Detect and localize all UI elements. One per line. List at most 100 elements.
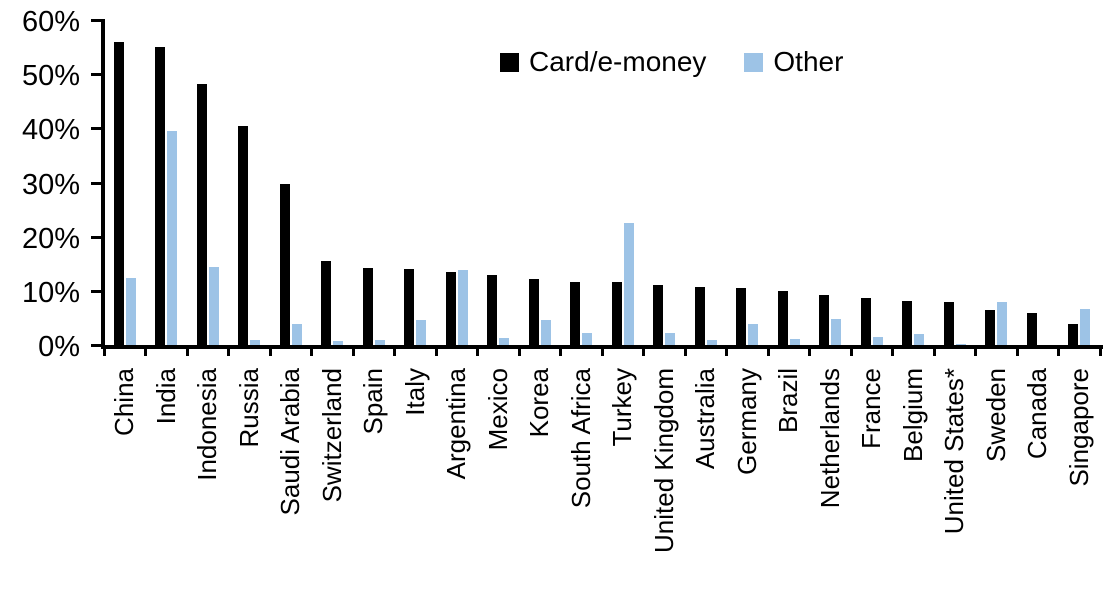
x-axis-label-cell: France	[851, 360, 893, 594]
x-axis-label: South Africa	[565, 368, 596, 509]
x-axis-label: United Kingdom	[648, 368, 679, 553]
plot-area	[104, 20, 1100, 345]
y-axis-label: 0%	[38, 331, 80, 363]
category-column	[934, 20, 976, 345]
category-column	[146, 20, 188, 345]
x-axis-label-cell: China	[104, 360, 146, 594]
bar-other	[955, 343, 966, 345]
x-axis-labels: China India Indonesia Russia Saudi Arabia Swi…	[104, 360, 1100, 594]
category-column	[561, 20, 603, 345]
bar-card-e-money	[321, 260, 332, 345]
x-axis-label-cell: India	[146, 360, 188, 594]
x-axis-tick	[476, 349, 479, 356]
bar-card-e-money	[777, 290, 788, 345]
x-axis-label: Singapore	[1063, 368, 1094, 487]
category-column	[1017, 20, 1059, 345]
y-axis-tick	[91, 235, 101, 239]
x-axis-label-cell: Spain	[353, 360, 395, 594]
bar-other	[457, 270, 468, 345]
x-axis-label: Netherlands	[814, 368, 845, 509]
x-axis-label-cell: South Africa	[561, 360, 603, 594]
x-axis-tick	[766, 349, 770, 356]
x-axis-tick	[310, 349, 313, 356]
legend-label-other: Other	[773, 46, 844, 77]
category-column	[519, 20, 561, 345]
x-axis-label: United States*	[939, 368, 970, 535]
category-column	[395, 20, 437, 345]
bar-card-e-money	[653, 284, 664, 345]
y-axis-tick	[91, 181, 101, 185]
x-axis-tick	[1015, 349, 1019, 356]
x-axis-label-cell: Saudi Arabia	[270, 360, 312, 594]
x-axis-tick	[932, 349, 936, 356]
bar-other	[125, 278, 136, 345]
bar-other	[748, 323, 759, 345]
bar-other	[208, 266, 219, 345]
bar-card-e-money	[943, 302, 954, 345]
x-axis-tick	[808, 349, 811, 356]
bar-card-e-money	[196, 83, 207, 345]
x-axis-tick	[1098, 349, 1102, 356]
x-axis-tick	[725, 349, 728, 356]
bar-card-e-money	[113, 41, 124, 345]
x-axis-tick	[517, 349, 521, 356]
bar-other	[416, 320, 427, 345]
x-axis-label: Argentina	[441, 368, 472, 480]
x-axis-label: China	[109, 368, 140, 436]
y-axis-tick	[91, 127, 101, 131]
bar-card-e-money	[362, 268, 373, 345]
x-axis-label: Spain	[358, 368, 389, 435]
bar-other	[499, 338, 510, 345]
y-axis-tick	[91, 344, 101, 347]
bar-other	[540, 320, 551, 345]
category-column	[270, 20, 312, 345]
x-axis-tick	[102, 349, 106, 356]
bar-card-e-money	[1026, 312, 1037, 345]
x-axis-tick	[600, 349, 604, 356]
x-axis-tick	[393, 349, 396, 356]
bar-card-e-money	[528, 278, 539, 345]
x-axis-label: Germany	[731, 368, 762, 475]
x-axis-label-cell: Germany	[727, 360, 769, 594]
category-column	[229, 20, 271, 345]
x-axis-tick	[1057, 349, 1060, 356]
x-axis-label: Belgium	[897, 368, 928, 462]
bar-card-e-money	[279, 183, 290, 345]
category-column	[104, 20, 146, 345]
bar-other	[333, 340, 344, 345]
x-axis-label-cell: Russia	[229, 360, 271, 594]
y-axis-tick	[91, 73, 101, 77]
bar-other	[997, 301, 1008, 345]
bar-other	[706, 339, 717, 345]
x-axis-label-cell: Australia	[685, 360, 727, 594]
category-column	[727, 20, 769, 345]
x-axis-label: Brazil	[773, 368, 804, 434]
x-axis-tick	[683, 349, 687, 356]
x-axis-tick	[434, 349, 438, 356]
bar-card-e-money	[404, 268, 415, 345]
category-column	[851, 20, 893, 345]
y-axis-label: 20%	[21, 222, 80, 255]
x-axis-label-cell: Netherlands	[810, 360, 852, 594]
y-axis-label: 30%	[21, 168, 80, 201]
x-axis-label: Switzerland	[316, 368, 347, 503]
bar-card-e-money	[985, 309, 996, 345]
category-column	[685, 20, 727, 345]
x-axis-tick	[351, 349, 355, 356]
x-axis-label: France	[856, 368, 887, 449]
category-column	[1059, 20, 1101, 345]
y-axis-label: 40%	[21, 114, 80, 147]
category-column	[312, 20, 354, 345]
y-axis-tick	[91, 19, 101, 22]
x-axis-label-cell: United Kingdom	[644, 360, 686, 594]
x-axis-label: Canada	[1022, 368, 1053, 460]
bar-card-e-money	[736, 288, 747, 345]
bar-other	[291, 323, 302, 345]
bar-other	[665, 333, 676, 345]
bar-card-e-money	[694, 287, 705, 345]
bar-other	[789, 338, 800, 345]
x-axis-label-cell: Singapore	[1059, 360, 1101, 594]
x-axis-label: Mexico	[482, 368, 513, 451]
legend-entry-other: Other	[744, 48, 843, 76]
